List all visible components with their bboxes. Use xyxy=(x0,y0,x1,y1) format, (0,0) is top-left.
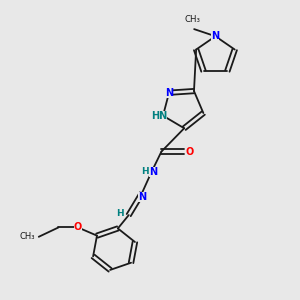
Text: N: N xyxy=(138,192,146,202)
Text: CH₃: CH₃ xyxy=(19,232,35,241)
Text: H: H xyxy=(116,209,123,218)
Text: N: N xyxy=(212,31,220,41)
Text: N: N xyxy=(165,88,173,98)
Text: H: H xyxy=(141,167,148,176)
Text: HN: HN xyxy=(151,111,167,121)
Text: CH₃: CH₃ xyxy=(184,14,200,23)
Text: O: O xyxy=(74,223,82,232)
Text: O: O xyxy=(185,146,194,157)
Text: N: N xyxy=(149,167,157,177)
